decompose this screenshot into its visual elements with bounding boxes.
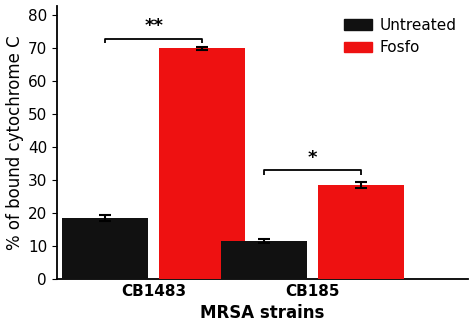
Legend: Untreated, Fosfo: Untreated, Fosfo	[339, 13, 461, 60]
Bar	[62, 218, 148, 279]
Text: *: *	[308, 149, 317, 167]
Bar	[159, 49, 245, 279]
Bar	[221, 241, 307, 279]
Text: **: **	[144, 17, 163, 35]
Bar	[318, 185, 404, 279]
Y-axis label: % of bound cytochrome C: % of bound cytochrome C	[6, 35, 24, 250]
X-axis label: MRSA strains: MRSA strains	[201, 304, 325, 322]
